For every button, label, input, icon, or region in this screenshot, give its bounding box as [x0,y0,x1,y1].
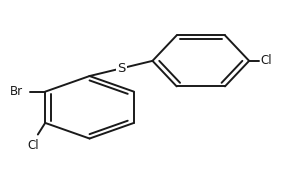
Text: Br: Br [10,85,23,98]
Text: S: S [117,62,125,75]
Text: Cl: Cl [28,139,39,152]
Text: Cl: Cl [260,54,272,67]
